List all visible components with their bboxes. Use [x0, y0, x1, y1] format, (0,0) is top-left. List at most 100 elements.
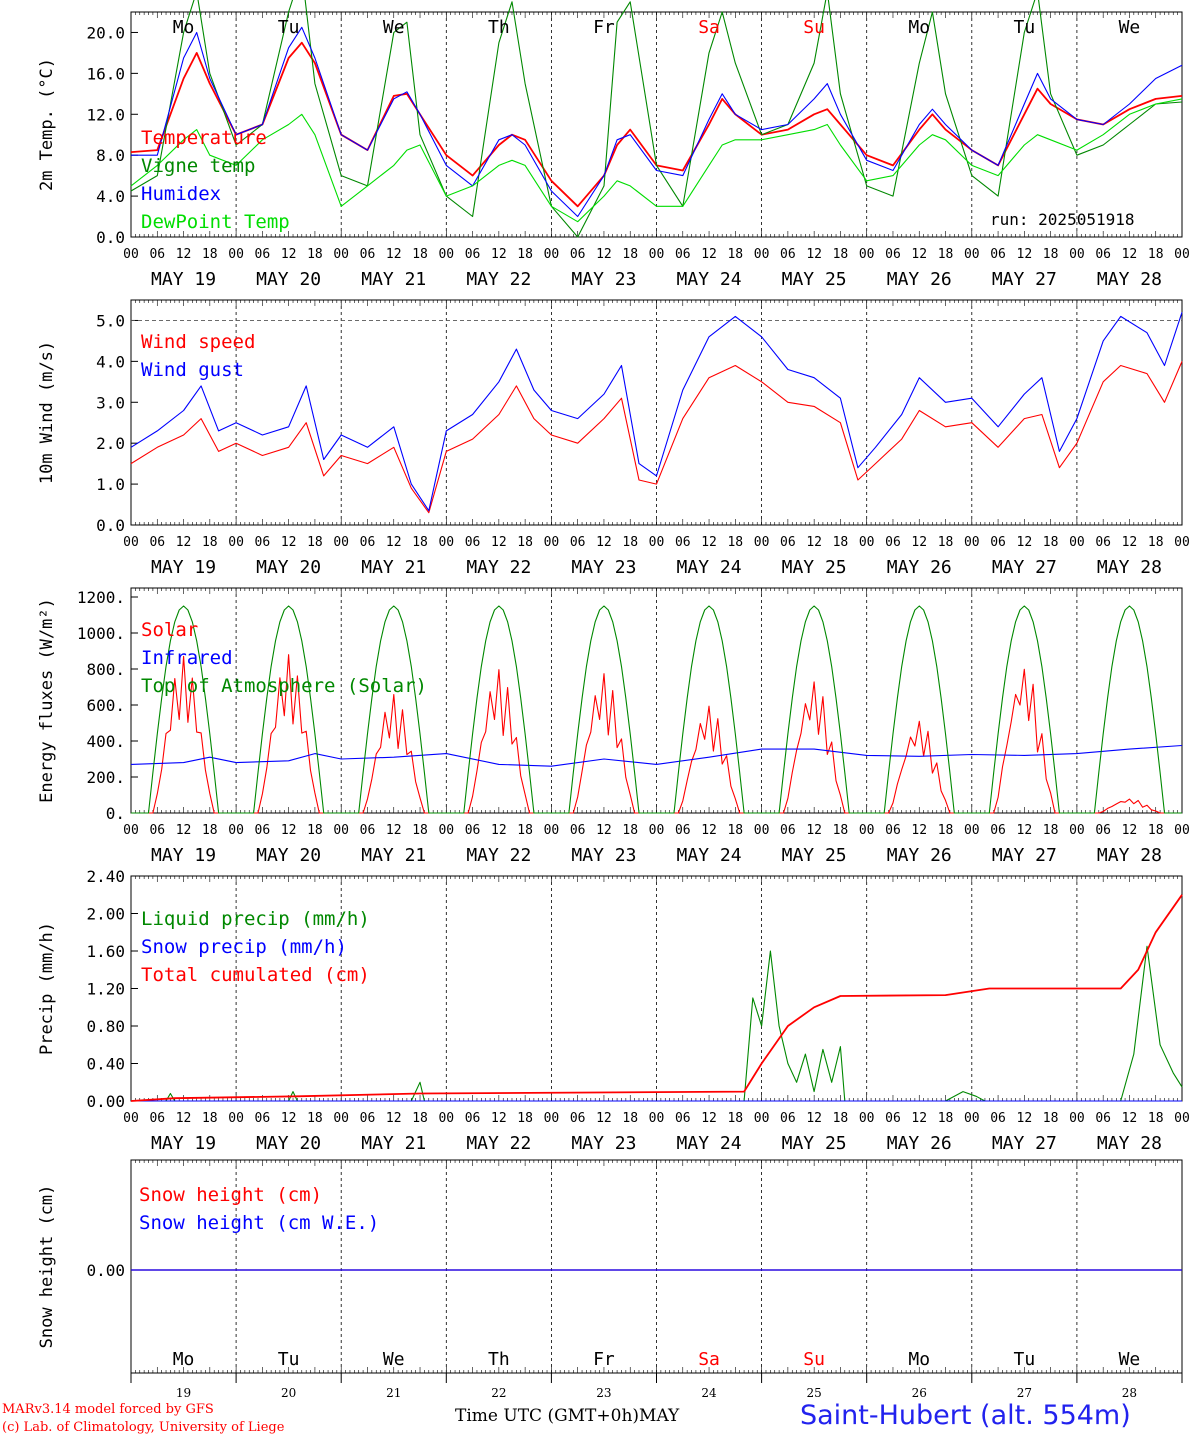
hour-tick-label: 00: [544, 1111, 560, 1126]
date-label: MAY 23: [571, 557, 636, 578]
hour-tick-label: 00: [228, 535, 244, 550]
hour-tick-label: 18: [833, 1111, 849, 1126]
day-number-label: 28: [1122, 1386, 1137, 1400]
date-label: MAY 27: [992, 845, 1057, 866]
hour-tick-label: 00: [754, 535, 770, 550]
y-tick-label: 1.20: [86, 980, 125, 999]
hour-tick-label: 18: [622, 247, 638, 262]
date-label: MAY 22: [466, 845, 531, 866]
hour-tick-label: 00: [1174, 1111, 1190, 1126]
hour-tick-label: 06: [465, 247, 481, 262]
legend-entry: Top of Atmosphere (Solar): [141, 675, 427, 697]
hour-tick-label: 12: [596, 535, 612, 550]
hour-tick-label: 18: [517, 535, 533, 550]
hour-tick-label: 00: [1069, 1111, 1085, 1126]
hour-tick-label: 18: [202, 247, 218, 262]
y-axis-label: 10m Wind (m/s): [37, 341, 57, 484]
hour-tick-label: 12: [911, 823, 927, 838]
day-name-label: Mo: [173, 17, 195, 38]
series-total-cumulated-cm-: [130, 894, 1183, 1102]
y-axis-label: Precip (mm/h): [37, 922, 57, 1055]
date-label: MAY 28: [1097, 269, 1162, 290]
y-tick-label: 4.0: [96, 187, 125, 206]
y-tick-label: 1000.: [77, 624, 125, 643]
legend-entry: Humidex: [141, 183, 221, 205]
hour-tick-label: 18: [622, 535, 638, 550]
hour-tick-label: 12: [386, 535, 402, 550]
hour-tick-label: 06: [990, 1111, 1006, 1126]
run-label: run: 2025051918: [990, 210, 1135, 229]
hour-tick-label: 00: [754, 823, 770, 838]
hour-tick-label: 12: [176, 535, 192, 550]
y-tick-label: 2.0: [96, 434, 125, 453]
hour-tick-label: 12: [491, 247, 507, 262]
hour-tick-label: 00: [1069, 535, 1085, 550]
day-name-label: Sa: [698, 17, 720, 38]
hour-tick-label: 06: [570, 1111, 586, 1126]
hour-tick-label: 06: [1095, 535, 1111, 550]
hour-tick-label: 18: [727, 247, 743, 262]
legend-entry: Solar: [141, 619, 198, 641]
hour-tick-label: 06: [360, 1111, 376, 1126]
hour-tick-label: 00: [649, 247, 665, 262]
hour-tick-label: 12: [701, 247, 717, 262]
date-label: MAY 26: [887, 845, 952, 866]
hour-tick-label: 00: [333, 823, 349, 838]
day-name-label: Su: [803, 1349, 825, 1370]
hour-tick-label: 12: [176, 823, 192, 838]
hour-tick-label: 00: [859, 247, 875, 262]
hour-tick-label: 00: [228, 1111, 244, 1126]
hour-tick-label: 06: [1095, 823, 1111, 838]
date-label: MAY 20: [256, 845, 321, 866]
hour-tick-label: 18: [307, 535, 323, 550]
hour-tick-label: 18: [1043, 247, 1059, 262]
hour-tick-label: 18: [307, 1111, 323, 1126]
hour-tick-label: 12: [1122, 535, 1138, 550]
y-tick-label: 800.: [86, 660, 125, 679]
hour-tick-label: 12: [1017, 247, 1033, 262]
hour-tick-label: 12: [281, 1111, 297, 1126]
y-axis-label: Snow height (cm): [37, 1185, 57, 1349]
hour-tick-label: 18: [517, 247, 533, 262]
hour-tick-label: 12: [1017, 1111, 1033, 1126]
hour-tick-label: 06: [885, 535, 901, 550]
date-label: MAY 19: [151, 1133, 216, 1154]
date-label: MAY 21: [361, 1133, 426, 1154]
day-name-label: Tu: [1014, 17, 1036, 38]
legend-entry: Snow height (cm): [139, 1184, 322, 1206]
hour-tick-label: 06: [990, 823, 1006, 838]
hour-tick-label: 06: [465, 823, 481, 838]
day-number-label: 25: [807, 1386, 822, 1400]
hour-tick-label: 00: [649, 823, 665, 838]
hour-tick-label: 12: [806, 247, 822, 262]
hour-tick-label: 12: [386, 247, 402, 262]
hour-tick-label: 06: [255, 247, 271, 262]
hour-tick-label: 06: [149, 535, 165, 550]
day-number-label: 19: [176, 1386, 191, 1400]
date-label: MAY 22: [466, 557, 531, 578]
hour-tick-label: 00: [964, 535, 980, 550]
day-name-label: Tu: [278, 17, 300, 38]
hour-tick-label: 18: [412, 535, 428, 550]
hour-tick-label: 00: [859, 1111, 875, 1126]
hour-tick-label: 00: [333, 535, 349, 550]
hour-tick-label: 18: [517, 1111, 533, 1126]
hour-tick-label: 18: [1148, 247, 1164, 262]
date-label: MAY 23: [571, 845, 636, 866]
y-tick-label: 1200.: [77, 588, 125, 607]
y-tick-label: 20.0: [86, 23, 125, 42]
hour-tick-label: 00: [228, 823, 244, 838]
date-label: MAY 21: [361, 845, 426, 866]
hour-tick-label: 12: [806, 823, 822, 838]
series-dewpoint-temp: [130, 98, 1183, 223]
time-axis-title: Time UTC (GMT+0h)MAY: [455, 1406, 680, 1426]
hour-tick-label: 18: [938, 247, 954, 262]
date-label: MAY 22: [466, 269, 531, 290]
hour-tick-label: 18: [202, 1111, 218, 1126]
day-name-label: We: [1119, 1349, 1141, 1370]
legend-entry: Infrared: [141, 647, 233, 669]
date-label: MAY 28: [1097, 557, 1162, 578]
legend-entry: Wind gust: [141, 359, 244, 381]
hour-tick-label: 18: [1043, 535, 1059, 550]
hour-tick-label: 18: [727, 535, 743, 550]
